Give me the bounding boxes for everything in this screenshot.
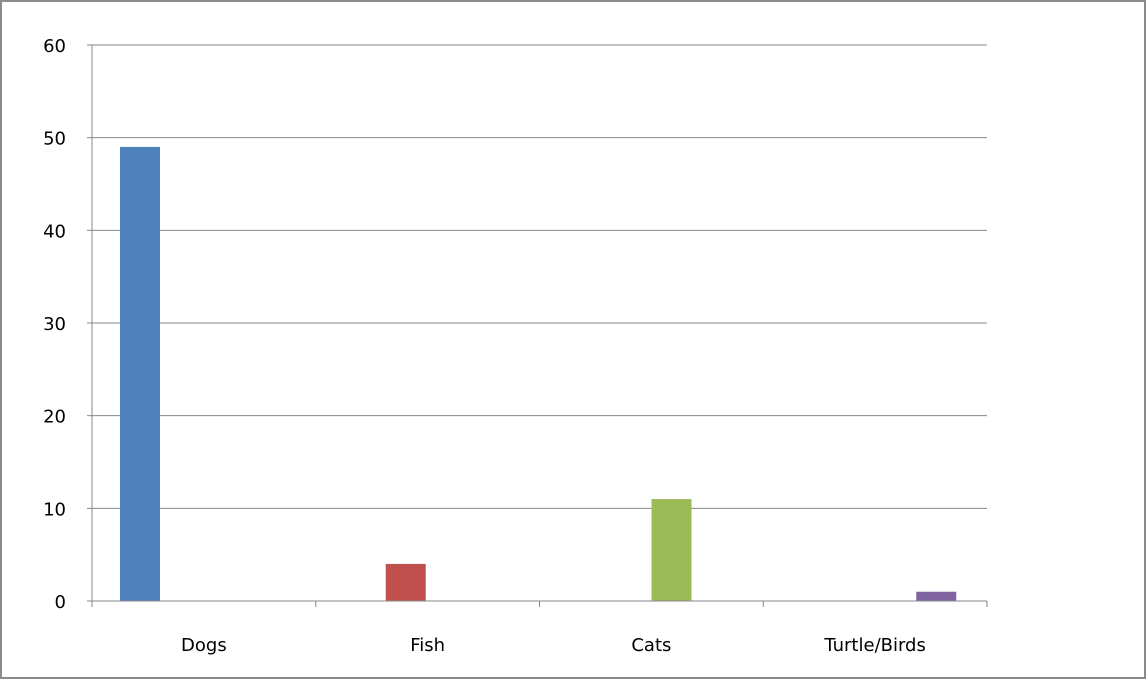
y-tick-label-0: 0 [55, 592, 66, 613]
tick-labels: 0 10 20 30 40 50 60 Dogs Fish Cats Turtle/Birds [43, 36, 926, 656]
y-tick-label-60: 60 [43, 36, 66, 57]
y-tick-label-20: 20 [43, 407, 66, 428]
y-tick-label-10: 10 [43, 499, 66, 520]
bar-turtle-birds [916, 591, 957, 601]
x-tick-label-fish: Fish [410, 635, 445, 656]
axes [87, 44, 988, 607]
y-tick-label-40: 40 [43, 221, 66, 242]
x-tick-label-dogs: Dogs [181, 635, 227, 656]
y-tick-label-50: 50 [43, 129, 66, 150]
x-tick-label-cats: Cats [631, 635, 671, 656]
gridlines [92, 44, 987, 509]
bar-cats [651, 499, 692, 601]
y-tick-label-30: 30 [43, 314, 66, 335]
bar-dogs [120, 146, 160, 601]
bars [120, 146, 957, 601]
x-tick-label-turtle-birds: Turtle/Birds [823, 635, 926, 656]
bar-fish [385, 563, 426, 601]
